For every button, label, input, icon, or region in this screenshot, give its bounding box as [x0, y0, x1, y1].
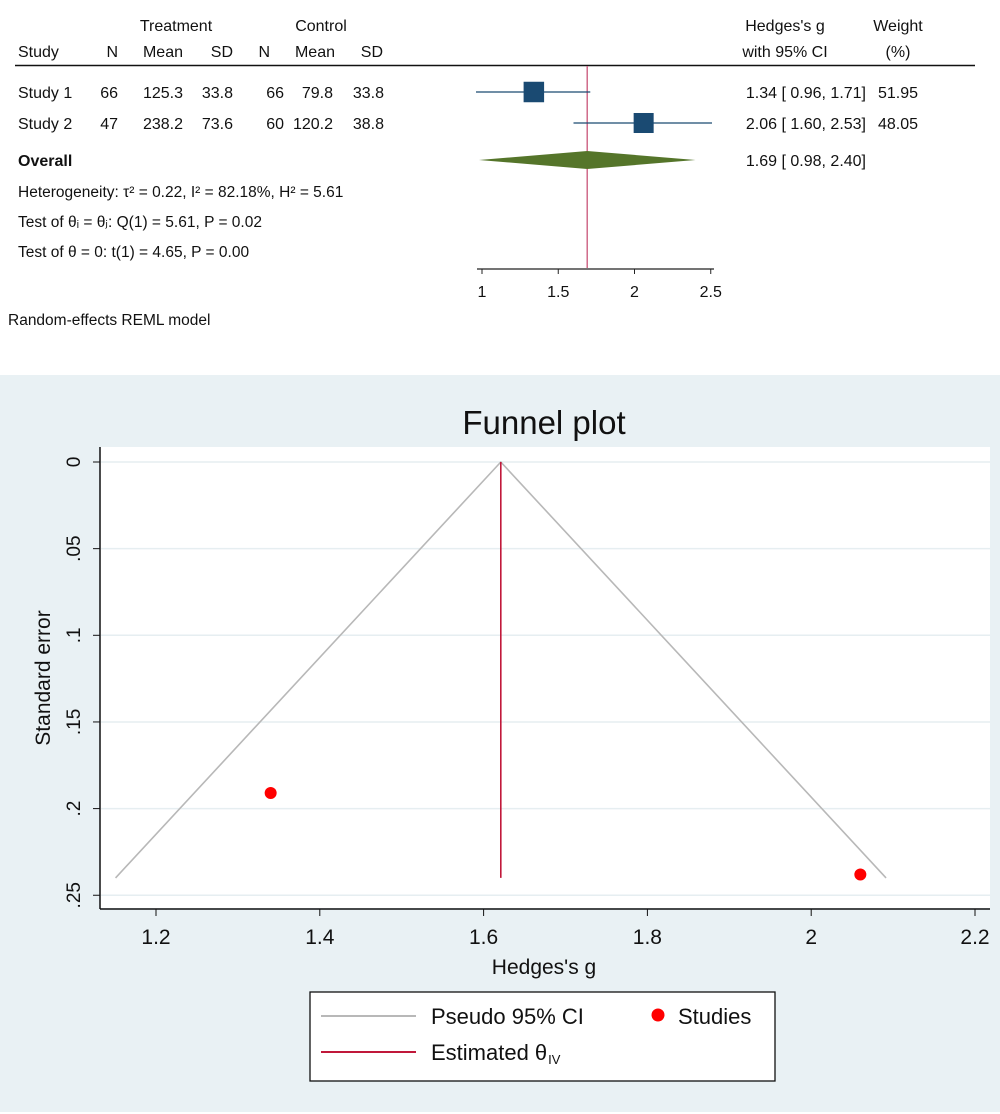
cell-c_sd: 38.8 [353, 116, 384, 133]
legend-label-studies: Studies [678, 1004, 751, 1029]
study-point [264, 787, 277, 800]
cell-c_n: 66 [266, 85, 284, 102]
funnel-plot: Funnel plot 0 .05 .1 .15 .2 .25 1.2 1.4 1.6 1.8 2 2.… [0, 375, 1000, 1112]
cell-c_sd: 33.8 [353, 85, 384, 102]
header-control: Control [295, 18, 347, 35]
y-tick-label: .1 [64, 627, 85, 643]
legend-swatch-studies [651, 1008, 665, 1022]
overall-diamond [478, 151, 696, 169]
legend-label-estimate: Estimated θ [431, 1040, 547, 1065]
forest-plot: Treatment Control Study N Mean SD N Mean SD Hedge… [8, 18, 975, 329]
y-axis-label: Standard error [32, 610, 55, 745]
legend-label-estimate-subscript: IV [548, 1052, 561, 1067]
y-tick-label: .05 [64, 535, 85, 561]
x-tick-label: 2 [630, 284, 639, 301]
model-footnote: Random-effects REML model [8, 312, 210, 329]
cell-t_sd: 33.8 [202, 85, 233, 102]
x-tick-label: 1.4 [305, 926, 335, 949]
column-header: Mean [295, 44, 335, 61]
chart-title: Funnel plot [462, 404, 625, 441]
heterogeneity-stat: Test of θᵢ = θⱼ: Q(1) = 5.61, P = 0.02 [18, 214, 262, 231]
cell-c_n: 60 [266, 116, 284, 133]
column-header: N [258, 44, 270, 61]
study-effect-ci: 1.34 [ 0.96, 1.71] [746, 85, 866, 102]
header-weight-unit: (%) [886, 44, 911, 61]
y-tick-label: .15 [64, 709, 85, 735]
cell-t_sd: 73.6 [202, 116, 233, 133]
study-weight: 51.95 [878, 85, 918, 102]
study-effect-ci: 2.06 [ 1.60, 2.53] [746, 116, 866, 133]
cell-t_mean: 238.2 [143, 116, 183, 133]
x-tick-label: 1.2 [141, 926, 170, 949]
x-tick-label: 1.5 [547, 284, 569, 301]
header-effect-ci: with 95% CI [741, 44, 827, 61]
x-tick-label: 1 [478, 284, 487, 301]
study-effect-square [633, 112, 654, 134]
cell-c_mean: 120.2 [293, 116, 333, 133]
cell-t_mean: 125.3 [143, 85, 183, 102]
cell-t_n: 47 [100, 116, 118, 133]
header-weight: Weight [873, 18, 923, 35]
study-effect-square [523, 81, 545, 103]
column-header: Study [18, 44, 59, 61]
heterogeneity-stat: Test of θ = 0: t(1) = 4.65, P = 0.00 [18, 244, 249, 261]
x-axis-label: Hedges's g [492, 956, 596, 979]
column-header: SD [361, 44, 383, 61]
overall-effect-ci: 1.69 [ 0.98, 2.40] [746, 153, 866, 170]
overall-label: Overall [18, 153, 72, 170]
x-tick-label: 2.5 [700, 284, 722, 301]
header-treatment: Treatment [140, 18, 213, 35]
study-weight: 48.05 [878, 116, 918, 133]
cell-t_n: 66 [100, 85, 118, 102]
y-tick-label: .25 [64, 882, 85, 908]
y-tick-label: 0 [64, 457, 85, 468]
x-tick-label: 1.8 [633, 926, 662, 949]
y-tick-label: .2 [64, 801, 85, 817]
x-tick-label: 2 [805, 926, 817, 949]
column-header: SD [211, 44, 233, 61]
cell-c_mean: 79.8 [302, 85, 333, 102]
column-header: Mean [143, 44, 183, 61]
legend-box [309, 991, 776, 1082]
legend-label-pseudo-ci: Pseudo 95% CI [431, 1004, 584, 1029]
x-tick-label: 1.6 [469, 926, 498, 949]
heterogeneity-stat: Heterogeneity: τ² = 0.22, I² = 82.18%, H… [18, 184, 343, 201]
column-header: N [106, 44, 118, 61]
header-effect: Hedges's g [745, 18, 825, 35]
cell-label: Study 1 [18, 85, 72, 102]
study-point [854, 868, 867, 881]
cell-label: Study 2 [18, 116, 72, 133]
plot-region [100, 447, 990, 908]
x-tick-label: 2.2 [960, 926, 989, 949]
